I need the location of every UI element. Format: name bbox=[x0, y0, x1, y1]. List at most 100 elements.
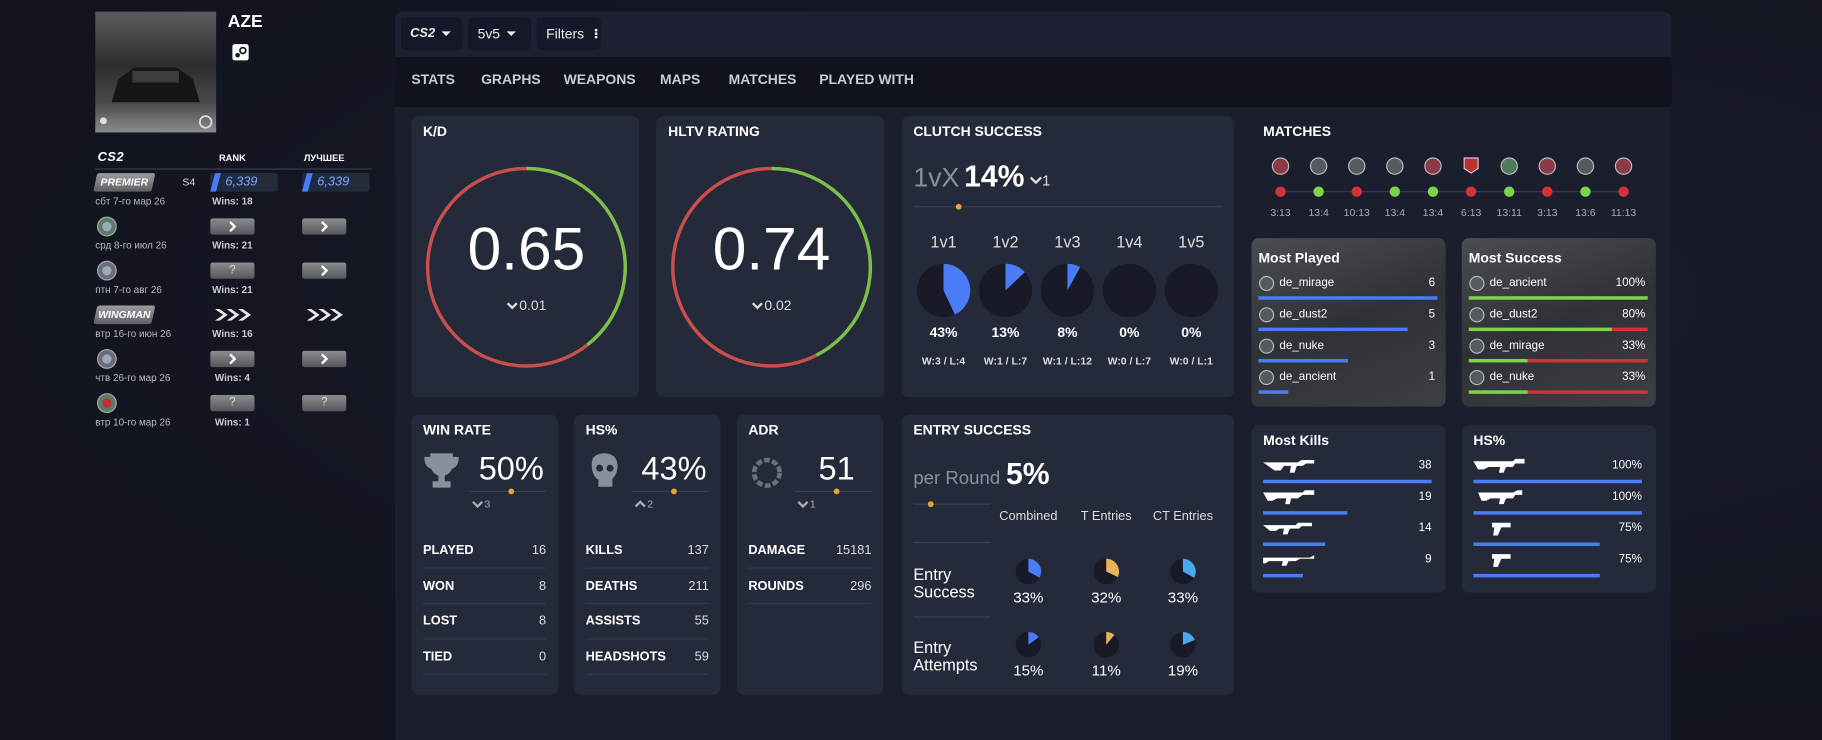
weapon-icon bbox=[1263, 522, 1312, 535]
table-header: RANK bbox=[218, 152, 246, 164]
map-name: de_dust2 bbox=[1489, 308, 1538, 321]
mode-badge-label: WINGMAN bbox=[98, 308, 151, 321]
caret bbox=[442, 31, 452, 37]
clutch-rate: 8% bbox=[1057, 324, 1078, 341]
entry-rate: 19% bbox=[1167, 661, 1199, 680]
bar-positive bbox=[1468, 390, 1528, 394]
hs-card: HS% 43% 2 KILLS 137 DEATHS 211 ASSISTS 55 HEADSHO… bbox=[574, 414, 721, 695]
caret-icon bbox=[507, 31, 517, 37]
nav-tab[interactable]: GRAPHS bbox=[481, 70, 541, 88]
dropdown[interactable]: 5v5 bbox=[468, 17, 532, 50]
clutch-prefix: 1vX bbox=[913, 162, 960, 193]
chevron-icon bbox=[751, 302, 763, 310]
match-result bbox=[1313, 186, 1324, 197]
skull-icon bbox=[591, 453, 618, 487]
trophy-icon bbox=[424, 453, 459, 488]
match-score: 10:13 bbox=[1343, 206, 1370, 219]
card-title: ENTRY SUCCESS bbox=[913, 421, 1032, 439]
map-name: de_mirage bbox=[1279, 276, 1335, 290]
rank-wins: Wins: 16 bbox=[212, 327, 253, 340]
clutch-record: W:1 / L:12 bbox=[1042, 355, 1093, 367]
entry-value: 5% bbox=[1005, 455, 1050, 491]
chevron bbox=[797, 501, 809, 509]
slider-dot bbox=[833, 488, 840, 495]
chevron bbox=[634, 500, 646, 508]
card-title: K/D bbox=[422, 123, 447, 140]
dropdown[interactable]: CS2 bbox=[400, 17, 463, 50]
rank-chevron bbox=[321, 221, 329, 232]
mode-badge-label: PREMIER bbox=[100, 176, 149, 188]
bar-negative bbox=[1527, 358, 1648, 363]
ring-positive bbox=[771, 166, 873, 357]
bar bbox=[1263, 479, 1432, 484]
chevron bbox=[330, 309, 343, 321]
match-result bbox=[1580, 186, 1591, 197]
change: 0.02 bbox=[751, 297, 792, 314]
card-title: HS% bbox=[585, 421, 618, 439]
map-name: de_mirage bbox=[1489, 339, 1545, 353]
weapon-hs: 100% bbox=[1612, 490, 1642, 504]
map-icon bbox=[1386, 157, 1404, 175]
map-icon bbox=[1469, 275, 1485, 292]
bar-negative bbox=[1527, 390, 1648, 394]
dropdown[interactable]: Filters bbox=[536, 17, 601, 50]
rank-badge bbox=[210, 350, 255, 368]
avatar bbox=[95, 11, 217, 133]
weapon-bars bbox=[1473, 458, 1642, 578]
nav-tab[interactable]: MAPS bbox=[660, 70, 701, 88]
row-label: Entry Attempts bbox=[913, 638, 978, 674]
divider bbox=[95, 168, 372, 170]
chevron bbox=[1029, 176, 1042, 185]
map-icon bbox=[1538, 157, 1557, 175]
nav-tab[interactable]: MATCHES bbox=[728, 70, 797, 88]
chevron bbox=[214, 309, 228, 321]
stat-number: 211 bbox=[688, 578, 709, 593]
weapon-icon bbox=[1473, 458, 1525, 473]
card-title: WIN RATE bbox=[422, 421, 491, 439]
entry-rate: 11% bbox=[1091, 661, 1121, 680]
map-icon-core bbox=[102, 266, 112, 276]
dot bbox=[594, 35, 598, 39]
bar bbox=[1473, 511, 1642, 515]
map-count: 1 bbox=[1428, 370, 1436, 384]
bar bbox=[1473, 573, 1600, 578]
ring-positive bbox=[526, 166, 627, 347]
more-icon bbox=[594, 28, 598, 39]
map-bars bbox=[1258, 275, 1438, 394]
stat-label: HEADSHOTS bbox=[585, 649, 666, 664]
rank-chevron bbox=[229, 353, 237, 365]
chevron-icon bbox=[797, 501, 809, 509]
map-icon bbox=[1259, 307, 1275, 323]
caret-icon bbox=[442, 31, 452, 37]
stat-number: 16 bbox=[531, 543, 547, 558]
map-rate: 33% bbox=[1622, 339, 1646, 353]
rank-badge bbox=[210, 394, 255, 412]
bar bbox=[1473, 479, 1642, 484]
rank-unknown: ? bbox=[320, 396, 328, 410]
nav-tab[interactable]: STATS bbox=[411, 70, 455, 88]
rank-unknown: ? bbox=[229, 396, 236, 410]
nav-tab[interactable]: WEAPONS bbox=[563, 70, 636, 88]
stat-label: PLAYED bbox=[422, 543, 474, 558]
map-icon-core bbox=[102, 354, 112, 364]
pie-slice bbox=[1067, 263, 1081, 291]
map-icon bbox=[1271, 157, 1290, 175]
map-icon-core bbox=[102, 398, 112, 408]
rank-badge bbox=[210, 262, 255, 279]
chevron-icon bbox=[472, 501, 484, 509]
dot bbox=[594, 32, 598, 36]
chevron bbox=[229, 221, 237, 232]
rank-chevrons bbox=[214, 309, 251, 321]
rank-chevrons bbox=[306, 309, 343, 321]
weapon-icon bbox=[1492, 522, 1511, 536]
stat-number: 0 bbox=[539, 649, 547, 664]
ring bbox=[671, 166, 873, 368]
weapon-hs: 75% bbox=[1618, 553, 1642, 567]
map-rate: 80% bbox=[1622, 308, 1646, 321]
nav-tab[interactable]: PLAYED WITH bbox=[819, 70, 914, 88]
pie-bg bbox=[1040, 263, 1095, 318]
stat-number: 8 bbox=[539, 578, 547, 593]
map-icon bbox=[97, 216, 117, 237]
stat-label: TIED bbox=[422, 649, 453, 664]
map-icon bbox=[1469, 338, 1485, 354]
